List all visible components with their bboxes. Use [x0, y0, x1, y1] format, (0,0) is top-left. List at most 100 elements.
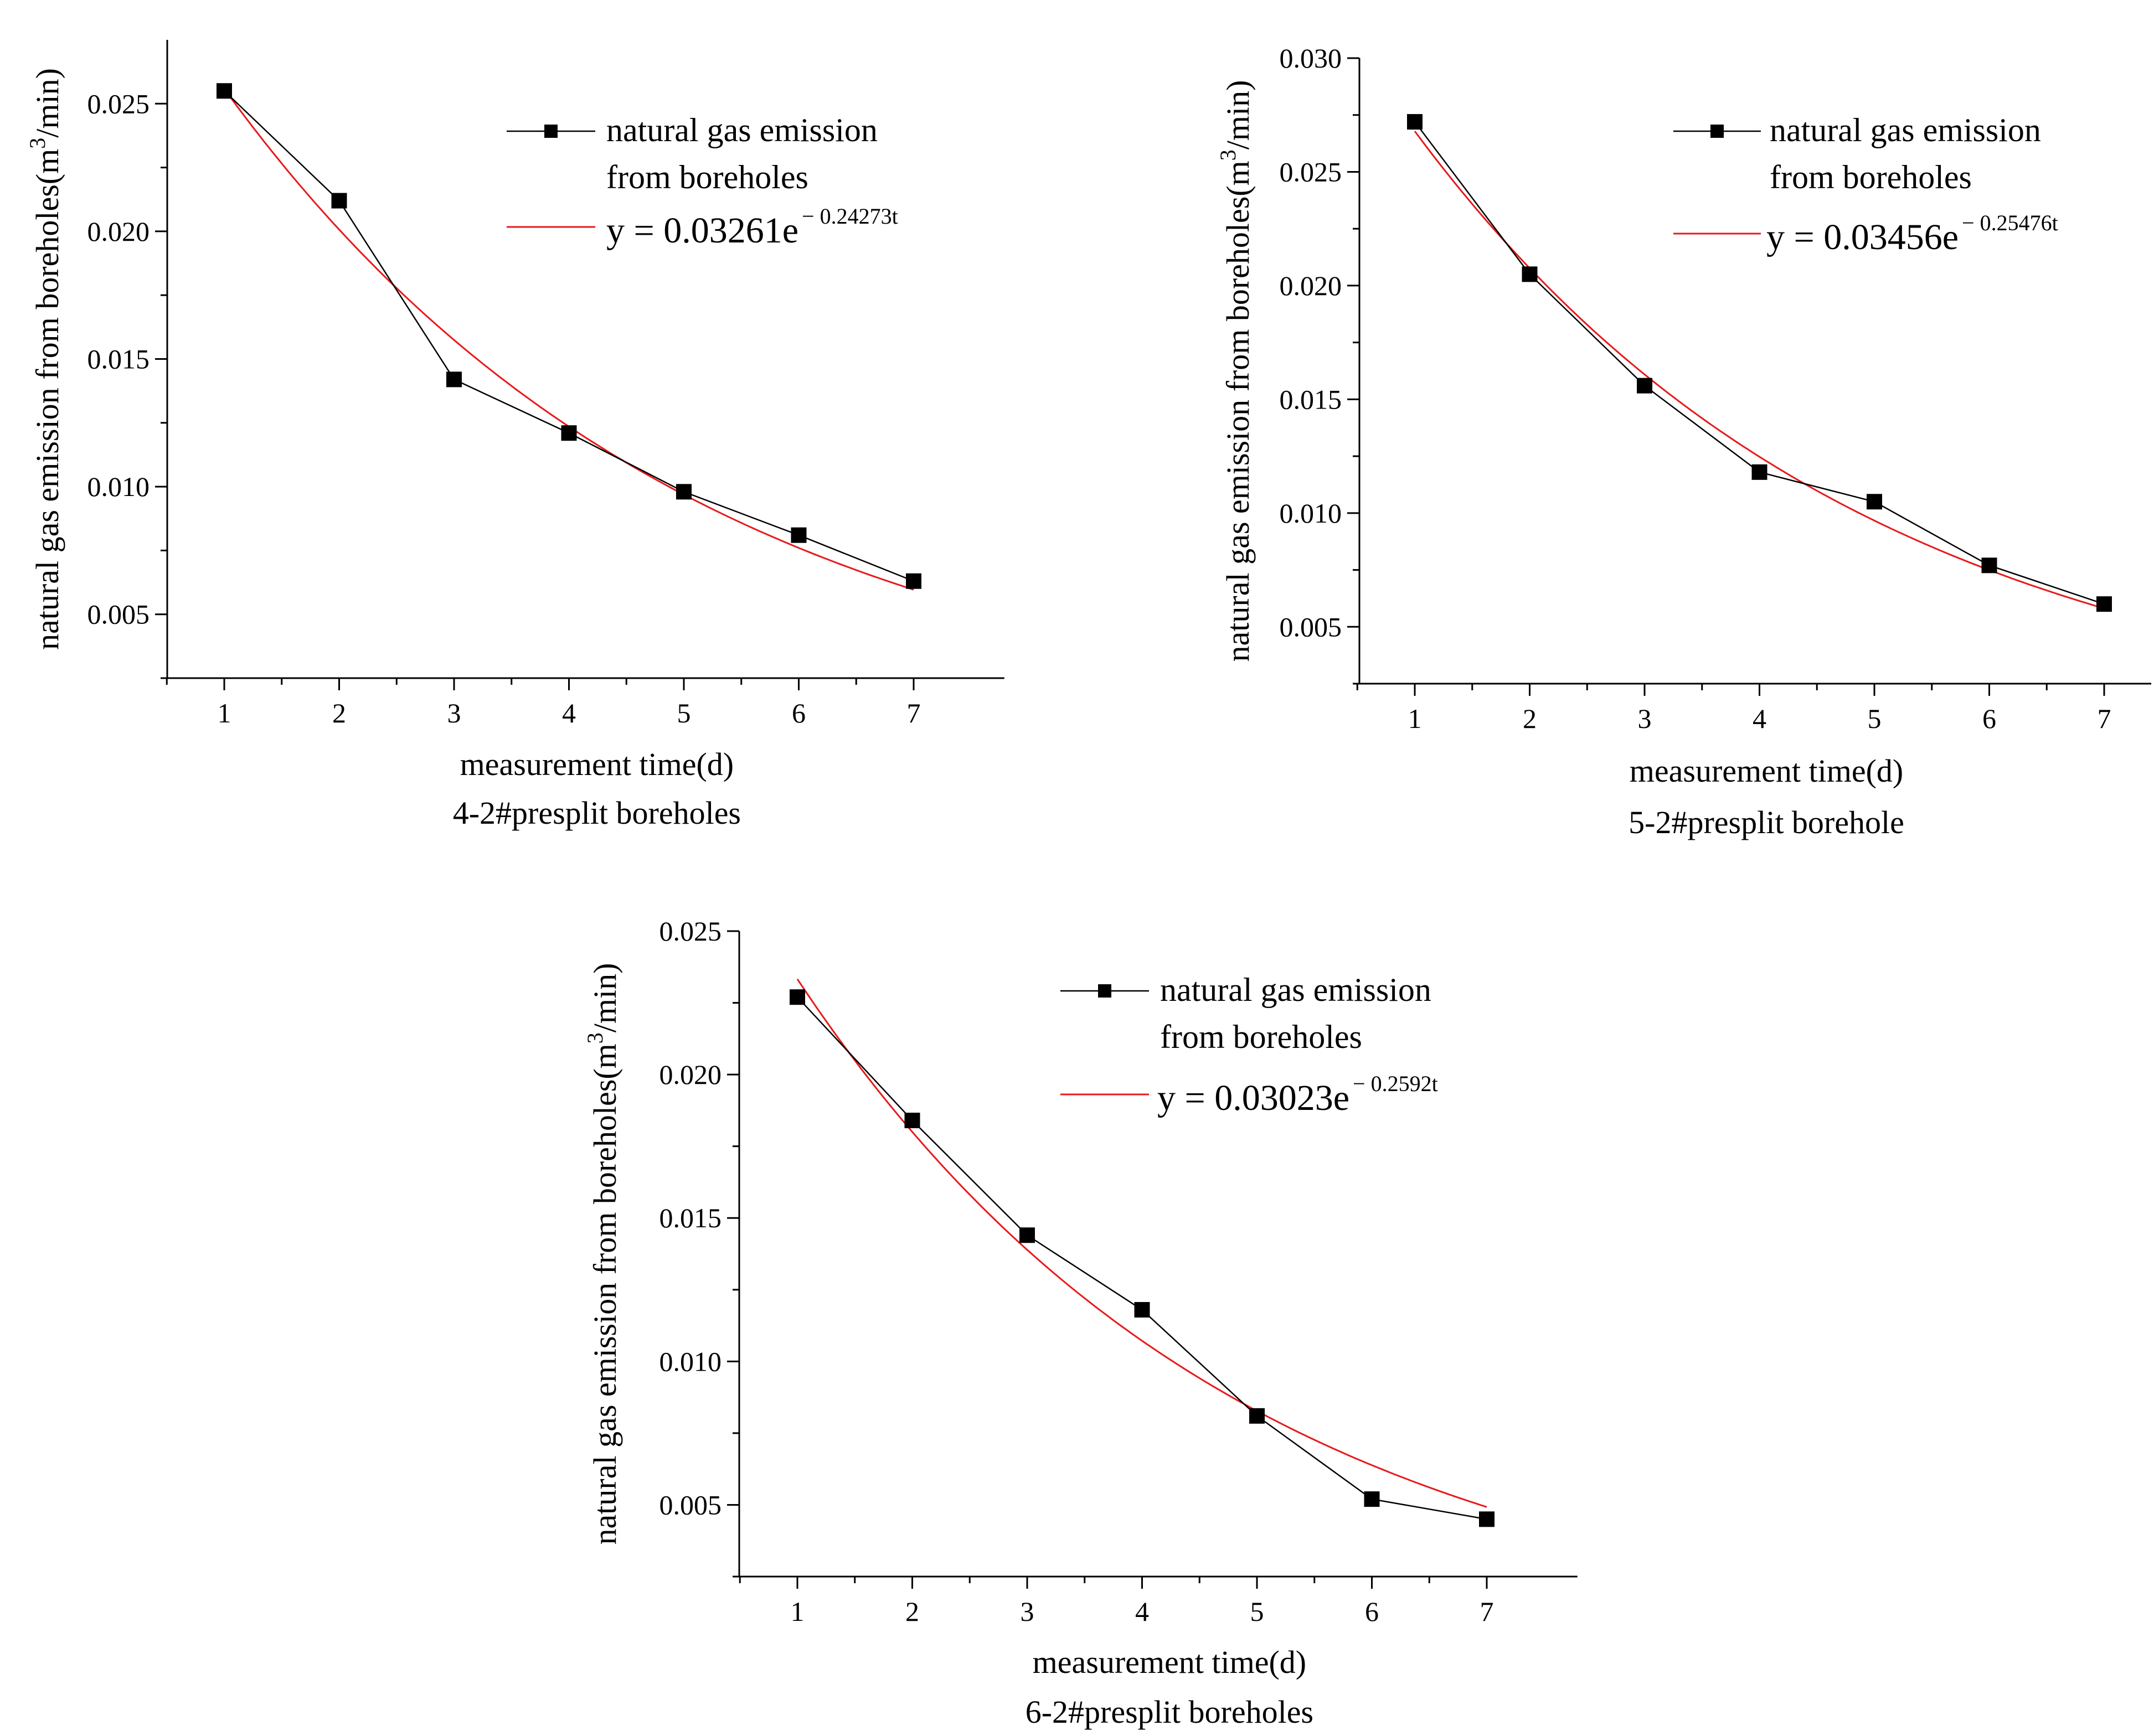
x-tick-label: 3	[1638, 703, 1652, 734]
chart-caption: 5-2#presplit borehole	[1629, 804, 1904, 840]
y-axis-title-sup: 3	[25, 138, 50, 149]
y-tick-label: 0.020	[659, 1059, 722, 1090]
data-point-marker	[904, 1113, 920, 1129]
y-axis-title-prefix: natural gas emission from boreholes(m	[29, 149, 65, 650]
y-tick-label: 0.020	[87, 216, 150, 247]
legend-series-marker	[1710, 125, 1724, 138]
x-tick-label: 6	[1982, 703, 1996, 734]
x-tick-label: 1	[1408, 703, 1422, 734]
legend-series-marker	[544, 125, 558, 138]
y-tick-label: 0.010	[1280, 498, 1342, 529]
y-tick-label: 0.005	[1280, 611, 1342, 642]
y-axis-title-suffix: /min)	[587, 963, 623, 1033]
equation-main: y = 0.03456e	[1766, 217, 1959, 257]
equation-exponent: − 0.25476t	[1962, 210, 2058, 235]
legend-series-marker	[1098, 984, 1111, 998]
data-point-marker	[1751, 464, 1767, 480]
equation-exponent: − 0.24273t	[802, 204, 898, 229]
x-tick-label: 7	[907, 698, 921, 728]
x-tick-label: 7	[1480, 1596, 1494, 1627]
y-tick-label: 0.005	[87, 599, 150, 630]
x-tick-label: 3	[1021, 1596, 1034, 1627]
x-tick-label: 4	[562, 698, 576, 728]
equation-main: y = 0.03023e	[1157, 1078, 1349, 1118]
data-point-marker	[446, 371, 462, 388]
y-axis-title: natural gas emission from boreholes(m3/m…	[583, 963, 623, 1545]
x-axis-title: measurement time(d)	[460, 746, 734, 782]
x-tick-label: 5	[677, 698, 691, 728]
chart-4-2: 1 2 3 4 5 6 7 0.005 0.010 0.015 0.020 0.025 measurem…	[25, 40, 1004, 831]
legend-series-label-line2: from boreholes	[606, 159, 808, 195]
x-axis-title: measurement time(d)	[1033, 1644, 1306, 1680]
fit-curve	[1414, 131, 2105, 609]
data-point-marker	[1407, 114, 1423, 130]
data-point-marker	[1981, 557, 1997, 574]
y-axis-title-sup: 3	[1215, 149, 1240, 161]
x-tick-label: 4	[1135, 1596, 1149, 1627]
y-tick-label: 0.020	[1280, 270, 1342, 301]
series-line	[1414, 121, 2105, 605]
legend: natural gas emission from boreholes y = 0.…	[1673, 112, 2058, 257]
x-tick-label: 6	[1365, 1596, 1379, 1627]
y-tick-label: 0.010	[87, 471, 150, 502]
y-tick-label: 0.030	[1280, 43, 1342, 74]
y-tick-label: 0.025	[87, 88, 150, 119]
y-tick-label: 0.010	[659, 1346, 722, 1377]
x-tick-label: 7	[2098, 703, 2111, 734]
equation-main: y = 0.03261e	[606, 210, 798, 251]
data-point-marker	[1867, 494, 1882, 510]
data-point-marker	[2096, 596, 2112, 612]
y-tick-label: 0.025	[1280, 156, 1342, 187]
legend-fit-equation: y = 0.03261e − 0.24273t	[606, 204, 898, 251]
data-point-marker	[790, 989, 805, 1005]
y-axis-title-suffix: /min)	[1220, 80, 1256, 150]
equation-exponent: − 0.2592t	[1353, 1071, 1438, 1096]
data-point-marker	[1637, 378, 1652, 394]
y-axis-title-suffix: /min)	[29, 68, 65, 138]
data-point-marker	[1249, 1408, 1265, 1424]
data-point-marker	[676, 484, 692, 500]
x-tick-label: 4	[1753, 703, 1766, 734]
x-tick-label: 2	[905, 1596, 919, 1627]
y-tick-label: 0.015	[1280, 384, 1342, 415]
data-point-marker	[217, 83, 232, 99]
legend-fit-equation: y = 0.03456e − 0.25476t	[1766, 210, 2058, 257]
data-point-marker	[1134, 1302, 1150, 1318]
fit-curve	[223, 88, 914, 591]
legend-series-label-line2: from boreholes	[1160, 1019, 1362, 1055]
chart-caption: 6-2#presplit boreholes	[1026, 1694, 1313, 1730]
data-point-marker	[1364, 1491, 1380, 1507]
y-axis-title-prefix: natural gas emission from boreholes(m	[587, 1043, 623, 1544]
chart-caption: 4-2#presplit boreholes	[453, 795, 741, 831]
x-tick-label: 2	[1523, 703, 1537, 734]
data-point-marker	[791, 527, 807, 543]
data-point-marker	[1522, 266, 1538, 282]
legend-series-label-line1: natural gas emission	[606, 112, 878, 148]
data-point-marker	[561, 425, 577, 441]
x-tick-label: 6	[792, 698, 806, 728]
fit-curve	[796, 978, 1487, 1508]
y-axis-title-sup: 3	[583, 1032, 607, 1043]
series-line	[224, 90, 914, 582]
y-axis-title: natural gas emission from boreholes(m3/m…	[1215, 80, 1256, 662]
chart-5-2: 1 2 3 4 5 6 7 0.005 0.010 0.015 0.020 0.025 0.030 mea…	[1215, 43, 2151, 840]
data-point-marker	[1479, 1511, 1495, 1527]
legend-series-label-line1: natural gas emission	[1160, 972, 1431, 1008]
x-tick-label: 5	[1250, 1596, 1264, 1627]
data-point-marker	[906, 573, 921, 589]
x-tick-label: 1	[791, 1596, 805, 1627]
y-tick-label: 0.005	[659, 1489, 722, 1520]
legend: natural gas emission from boreholes y = 0.…	[1060, 972, 1438, 1118]
y-axis-title: natural gas emission from boreholes(m3/m…	[25, 68, 65, 650]
data-point-marker	[331, 193, 347, 209]
data-point-marker	[1019, 1227, 1035, 1243]
x-tick-label: 5	[1868, 703, 1882, 734]
x-tick-label: 1	[218, 698, 231, 728]
y-tick-label: 0.015	[87, 344, 150, 375]
x-tick-label: 3	[447, 698, 461, 728]
legend-series-label-line1: natural gas emission	[1770, 112, 2041, 148]
legend: natural gas emission from boreholes y = 0.…	[507, 112, 898, 251]
x-tick-label: 2	[332, 698, 346, 728]
y-tick-label: 0.015	[659, 1202, 722, 1233]
